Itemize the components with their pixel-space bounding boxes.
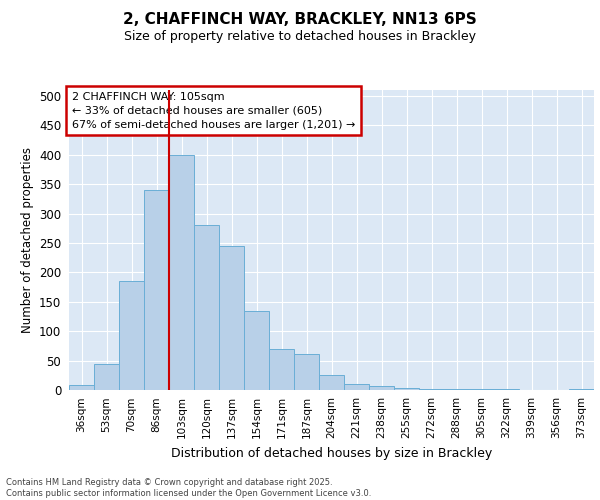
Y-axis label: Number of detached properties: Number of detached properties [20,147,34,333]
Bar [244,310,269,390]
Bar [169,154,194,390]
Text: Contains HM Land Registry data © Crown copyright and database right 2025.
Contai: Contains HM Land Registry data © Crown c… [6,478,371,498]
Bar [419,389,444,390]
Text: Size of property relative to detached houses in Brackley: Size of property relative to detached ho… [124,30,476,43]
Text: 2 CHAFFINCH WAY: 105sqm
← 33% of detached houses are smaller (605)
67% of semi-d: 2 CHAFFINCH WAY: 105sqm ← 33% of detache… [71,92,355,130]
Bar [219,246,244,390]
Bar [319,376,344,390]
Bar [294,354,319,390]
Bar [369,386,394,390]
Bar [69,386,94,390]
Text: 2, CHAFFINCH WAY, BRACKLEY, NN13 6PS: 2, CHAFFINCH WAY, BRACKLEY, NN13 6PS [123,12,477,28]
Bar [94,364,119,390]
Bar [569,389,594,390]
Bar [119,281,144,390]
Bar [144,190,169,390]
Bar [394,388,419,390]
X-axis label: Distribution of detached houses by size in Brackley: Distribution of detached houses by size … [171,446,492,460]
Bar [344,384,369,390]
Bar [194,226,219,390]
Bar [269,349,294,390]
